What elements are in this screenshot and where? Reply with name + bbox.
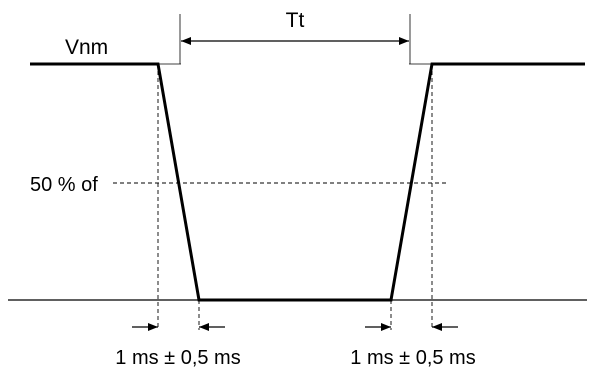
label-rise-time: 1 ms ± 0,5 ms xyxy=(350,347,475,369)
label-interval: Tt xyxy=(286,9,305,32)
label-fall-time: 1 ms ± 0,5 ms xyxy=(115,347,240,369)
label-threshold: 50 % of xyxy=(30,174,98,196)
voltage-waveform xyxy=(30,62,585,302)
label-nominal-voltage: Vnm xyxy=(65,36,108,59)
